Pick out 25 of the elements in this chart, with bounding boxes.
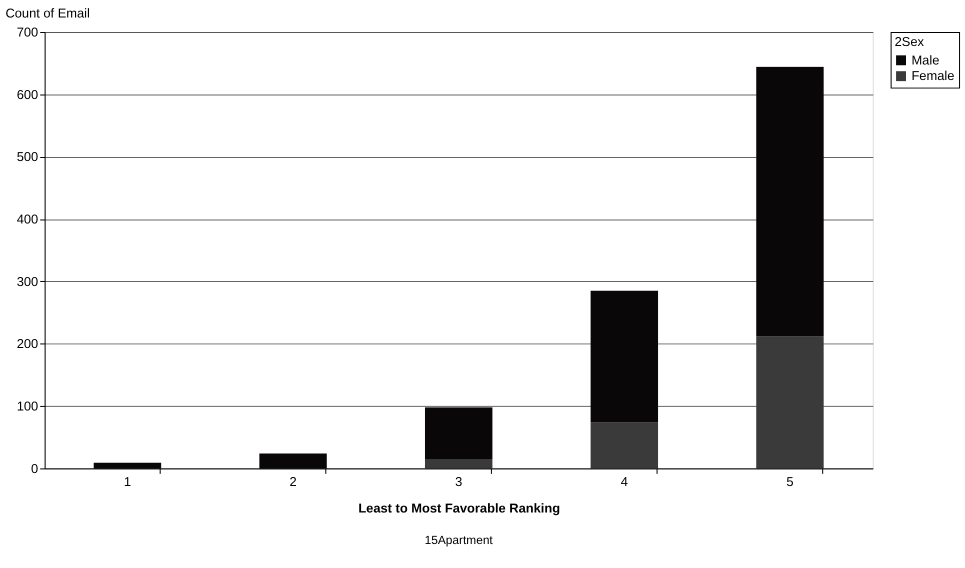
bar: [424, 407, 492, 460]
x-tick-label: 4: [620, 474, 628, 489]
legend-label: Female: [911, 68, 954, 84]
y-tick-label: 200: [16, 336, 38, 352]
x-tick-label: 3: [455, 474, 462, 489]
bar: [756, 336, 824, 468]
x-axis-title: Least to Most Favorable Ranking: [358, 500, 560, 516]
bar: [424, 459, 492, 468]
text: 15Apartment: [424, 532, 494, 547]
x-tick-label: 2: [289, 474, 297, 489]
y-tick-label: 400: [16, 212, 38, 227]
y-tick-label: 700: [16, 24, 38, 40]
x-tick-label: 5: [786, 474, 794, 489]
y-tick-label: 100: [16, 398, 38, 414]
y-tick-label: 600: [16, 86, 38, 102]
y-tick-label: 0: [31, 460, 38, 476]
legend-title: 2Sex: [894, 34, 924, 49]
y-tick-label: 500: [16, 149, 38, 164]
bar: [756, 66, 824, 336]
bar: [590, 422, 658, 468]
x-tick-label: 1: [124, 474, 132, 489]
legend-label: Male: [911, 52, 940, 68]
bar: [590, 290, 658, 422]
y-tick-label: 300: [16, 274, 38, 289]
y-axis-title: Count of Email: [5, 6, 90, 21]
